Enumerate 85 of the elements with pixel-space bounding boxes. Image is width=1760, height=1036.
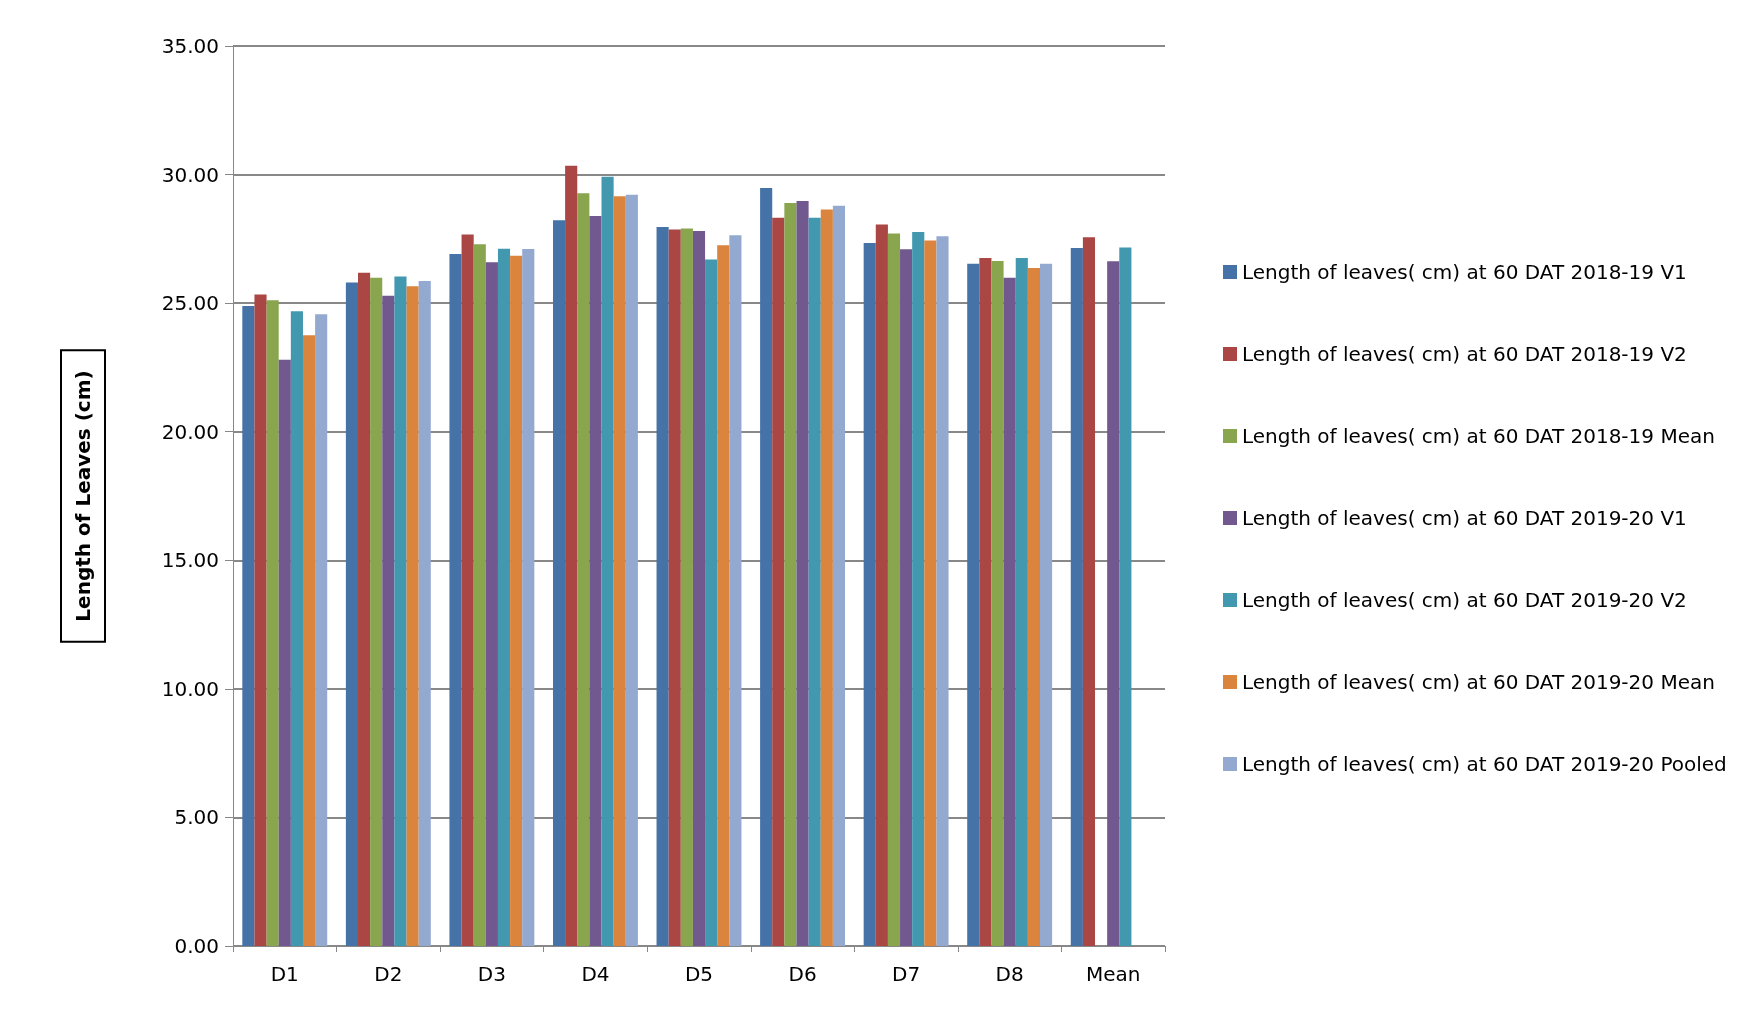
bar [510, 255, 523, 946]
x-tick-label: D5 [684, 962, 714, 986]
bar [863, 242, 876, 946]
bar [760, 187, 773, 946]
bar [345, 282, 359, 946]
bar [473, 244, 486, 946]
x-tick-label: D3 [477, 962, 506, 986]
bar [832, 205, 846, 946]
y-tick-label: 10.00 [161, 676, 219, 701]
bar [912, 231, 925, 946]
legend-label: Length of leaves( cm) at 60 DAT 2019-20 Pooled [1242, 752, 1727, 776]
bar [772, 217, 785, 946]
bar [315, 314, 328, 946]
bar [820, 209, 833, 946]
x-tick-label: D1 [270, 962, 299, 986]
bar [729, 235, 742, 946]
bar [1015, 257, 1028, 946]
bar [900, 249, 913, 946]
legend-label: Length of leaves( cm) at 60 DAT 2018-19 V1 [1242, 260, 1687, 284]
bar [717, 245, 730, 946]
bar [370, 277, 383, 946]
y-tick-label: 5.00 [174, 805, 219, 830]
bar [290, 311, 303, 946]
bar [967, 263, 980, 946]
bar [406, 286, 419, 946]
bar [784, 203, 797, 946]
bar [1107, 261, 1120, 946]
bar [887, 233, 901, 946]
bar [705, 259, 718, 946]
bar [449, 254, 462, 946]
bar [924, 240, 937, 946]
bar [936, 236, 949, 946]
bar [302, 335, 316, 946]
y-tick-label: 20.00 [161, 419, 219, 444]
legend-label: Length of leaves( cm) at 60 DAT 2019-20 Mean [1242, 670, 1715, 694]
bar [1027, 267, 1040, 946]
bar [552, 220, 566, 946]
legend-label: Length of leaves( cm) at 60 DAT 2019-20 V1 [1242, 506, 1687, 530]
bar [522, 248, 535, 946]
bar [808, 217, 821, 946]
bar [577, 193, 590, 946]
x-tick-label: D4 [581, 962, 610, 986]
legend-label: Length of leaves( cm) at 60 DAT 2018-19 Mean [1242, 424, 1715, 448]
bar [358, 272, 371, 946]
legend-label: Length of leaves( cm) at 60 DAT 2018-19 V2 [1242, 342, 1687, 366]
x-tick-label: D6 [788, 962, 817, 986]
bar [497, 248, 511, 946]
x-tick-label: D2 [374, 962, 403, 986]
x-tick-label: D8 [995, 962, 1024, 986]
bar [394, 276, 407, 946]
y-tick-label: 15.00 [161, 548, 219, 573]
bar [668, 229, 681, 946]
y-axis-title: Length of Leaves (cm) [71, 370, 95, 622]
bar [656, 227, 669, 946]
bar [680, 228, 693, 946]
bar [875, 224, 888, 946]
bar [625, 194, 638, 946]
bar [278, 359, 291, 946]
legend-label: Length of leaves( cm) at 60 DAT 2019-20 V2 [1242, 588, 1687, 612]
bar [692, 230, 706, 946]
bar [979, 257, 992, 946]
y-tick-label: 25.00 [161, 291, 219, 316]
bar [991, 260, 1004, 946]
bar [1070, 248, 1083, 946]
bar [1003, 277, 1016, 946]
bar [601, 176, 614, 946]
bar [613, 196, 626, 946]
bar [796, 201, 809, 946]
bar [254, 294, 267, 946]
y-tick-label: 35.00 [161, 34, 219, 58]
y-tick-label: 30.00 [161, 162, 219, 187]
bar [418, 281, 431, 946]
bar [1039, 263, 1053, 946]
x-tick-label: D7 [892, 962, 921, 986]
bar [565, 165, 578, 946]
bar [266, 300, 279, 946]
bar [589, 215, 602, 946]
y-tick-label: 0.00 [174, 934, 219, 958]
bar [485, 262, 498, 946]
x-tick-label: Mean [1085, 962, 1141, 986]
bar [242, 305, 255, 946]
bar [382, 295, 395, 946]
bar [461, 234, 474, 946]
bar [1082, 237, 1096, 946]
bar [1119, 247, 1132, 946]
